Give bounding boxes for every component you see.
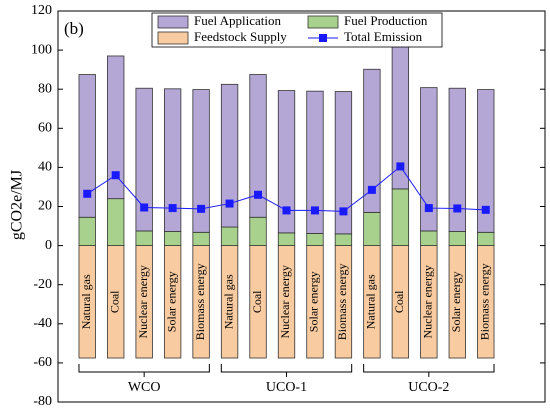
y-tick-label: 60 (38, 121, 52, 136)
bar (107, 55, 125, 200)
group-label: UCO-2 (408, 380, 449, 395)
group-bracket (220, 364, 353, 377)
group-label: UCO-1 (266, 380, 307, 395)
legend-label: Total Emission (344, 29, 423, 44)
total-marker (339, 207, 348, 216)
bar (249, 74, 267, 218)
group-bracket (78, 364, 210, 377)
total-marker (424, 204, 433, 213)
total-marker (453, 204, 462, 213)
total-marker (111, 171, 120, 180)
legend-label: Feedstock Supply (194, 29, 287, 44)
legend-swatch (157, 31, 189, 45)
total-marker (367, 185, 376, 194)
bar (249, 216, 267, 247)
x-tick-label: Nuclear energy (421, 265, 435, 338)
bar (135, 87, 153, 232)
bar (78, 216, 96, 247)
total-marker (168, 204, 177, 213)
y-tick-label: -20 (33, 277, 52, 292)
total-marker (225, 199, 234, 208)
legend-marker (319, 34, 327, 42)
x-tick-label: Coal (392, 290, 406, 313)
x-tick-label: Biomass energy (335, 263, 349, 340)
bar (192, 231, 210, 246)
bar (334, 233, 353, 246)
bar (277, 232, 296, 247)
bar (192, 89, 210, 233)
legend-box (151, 12, 443, 48)
y-tick-label: 100 (31, 42, 52, 57)
y-tick-label: 120 (31, 3, 52, 18)
plot-frame (57, 10, 546, 403)
bar (391, 188, 410, 246)
x-tick-label: Coal (107, 290, 121, 313)
y-tick-label: -80 (33, 394, 52, 409)
bar (334, 91, 353, 235)
bar (363, 68, 381, 213)
total-marker (140, 203, 149, 212)
y-tick-label: 40 (38, 160, 52, 175)
x-tick-label: Natural gas (79, 274, 93, 329)
panel-label: (b) (64, 19, 84, 38)
total-marker (396, 162, 405, 171)
x-tick-label: Coal (250, 290, 264, 313)
bar (420, 87, 438, 232)
total-marker (83, 189, 92, 198)
group-label: WCO (128, 380, 161, 395)
bar (420, 230, 438, 246)
y-tick-label: -40 (33, 316, 52, 331)
x-tick-label: Biomass energy (478, 263, 492, 340)
y-tick-label: 0 (45, 238, 52, 253)
bar (277, 90, 296, 234)
legend-label: Fuel Production (344, 13, 428, 28)
bar (135, 230, 153, 246)
x-tick-label: Biomass energy (193, 263, 207, 340)
x-tick-label: Natural gas (364, 274, 378, 329)
bar (163, 88, 182, 232)
bar (363, 211, 381, 247)
total-marker (282, 206, 291, 215)
bar (220, 226, 239, 246)
bar (78, 74, 96, 218)
x-tick-label: Nuclear energy (136, 265, 150, 338)
legend-label: Fuel Application (194, 13, 282, 28)
bar (163, 231, 182, 247)
x-tick-label: Nuclear energy (278, 265, 292, 338)
total-marker (197, 204, 206, 213)
y-axis-label: gCO2e/MJ (9, 170, 26, 240)
total-marker (310, 206, 319, 215)
group-bracket (363, 364, 495, 377)
y-tick-label: -60 (33, 355, 52, 370)
x-tick-label: Natural gas (221, 274, 235, 329)
bar (477, 89, 495, 233)
x-tick-label: Solar energy (307, 271, 321, 332)
legend-swatch (307, 15, 339, 29)
total-marker (481, 205, 490, 214)
bar (220, 83, 239, 228)
bar (448, 231, 466, 247)
y-tick-label: 80 (38, 81, 52, 96)
bar (448, 87, 466, 232)
bar (306, 90, 324, 234)
total-marker (254, 190, 263, 199)
y-tick-label: 20 (38, 199, 52, 214)
legend-swatch (157, 15, 189, 29)
x-tick-label: Solar energy (449, 271, 463, 332)
bar (306, 233, 324, 247)
bar (477, 231, 495, 246)
bar (107, 198, 125, 246)
x-tick-label: Solar energy (164, 271, 178, 332)
